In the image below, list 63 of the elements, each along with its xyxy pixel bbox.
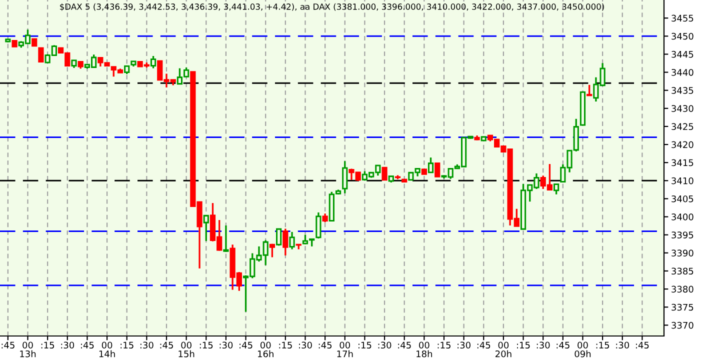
candlestick bbox=[5, 38, 11, 42]
chart-title: $DAX 5 (3,436.39, 3,442.53, 3,436.39, 3,441.03, +4.42), aa DAX (3381.000, 3396.000, 3410.000, 3422.000, 3437.000, 3450.000) bbox=[60, 3, 604, 11]
y-tick-label: 3380 bbox=[672, 286, 694, 293]
candlestick bbox=[434, 162, 440, 178]
x-tick-label: 00 18h bbox=[416, 342, 432, 358]
x-tick-label: :45 bbox=[398, 342, 411, 349]
y-tick-label: 3425 bbox=[672, 123, 694, 130]
x-tick-label: :30 bbox=[616, 342, 630, 349]
y-tick-label: 3435 bbox=[672, 87, 694, 94]
x-tick-label: 00 09h bbox=[574, 342, 591, 358]
y-tick-label: 3395 bbox=[672, 232, 694, 238]
y-tick-label: 3430 bbox=[672, 105, 694, 112]
y-tick-label: 3420 bbox=[672, 141, 694, 148]
y-tick-label: 3415 bbox=[672, 159, 694, 166]
candlestick bbox=[282, 228, 288, 256]
y-tick-label: 3385 bbox=[672, 268, 694, 275]
x-tick-label: :45 bbox=[81, 342, 94, 349]
candlestick bbox=[480, 136, 486, 142]
x-tick-label: :45 bbox=[477, 342, 490, 349]
y-tick-label: 3410 bbox=[672, 177, 694, 184]
x-tick-label: :15 bbox=[279, 342, 292, 349]
candlestick bbox=[289, 231, 295, 250]
candlestick bbox=[12, 40, 18, 48]
x-tick-label: :45 bbox=[318, 342, 332, 349]
x-tick-label: 00 14h bbox=[99, 342, 115, 358]
y-tick-label: 3455 bbox=[672, 14, 694, 22]
x-tick-label: :15 bbox=[596, 342, 610, 349]
candlestick bbox=[223, 224, 229, 252]
x-tick-label: :30 bbox=[61, 342, 74, 349]
x-tick-label: 00 17h bbox=[337, 342, 353, 358]
x-tick-label: :15 bbox=[438, 342, 450, 349]
candlestick bbox=[342, 160, 348, 194]
y-tick-label: 3390 bbox=[672, 250, 694, 256]
x-tick-label: :15 bbox=[41, 342, 54, 349]
x-tick-label: :30 bbox=[536, 342, 550, 349]
candlestick bbox=[316, 212, 322, 240]
x-tick-label: :45 bbox=[160, 342, 173, 349]
y-tick-label: 3445 bbox=[672, 50, 694, 58]
x-tick-label: :30 bbox=[458, 342, 470, 349]
x-tick-label: :30 bbox=[378, 342, 392, 349]
y-tick-label: 3405 bbox=[672, 195, 694, 202]
x-tick-label: :15 bbox=[120, 342, 134, 349]
x-tick-label: :15 bbox=[358, 342, 372, 349]
x-tick-label: 00 20h bbox=[496, 342, 512, 358]
x-tick-label: :45 bbox=[240, 342, 252, 349]
y-tick-label: 3440 bbox=[672, 68, 694, 76]
x-tick-label: 00 13h bbox=[20, 342, 36, 358]
x-tick-label: :45 bbox=[636, 342, 649, 349]
x-tick-label: 00 15h bbox=[178, 342, 194, 358]
x-tick-label: 00 16h bbox=[258, 342, 274, 358]
candlestick bbox=[322, 212, 328, 224]
x-tick-label: :30 bbox=[299, 342, 312, 349]
y-tick-label: 3370 bbox=[672, 322, 694, 329]
y-tick-label: 3450 bbox=[672, 32, 694, 40]
x-tick-label: :30 bbox=[220, 342, 233, 349]
y-tick-label: 3375 bbox=[672, 304, 694, 311]
x-tick-label: :15 bbox=[517, 342, 530, 349]
y-tick-label: 3400 bbox=[672, 214, 694, 220]
x-tick-label: :30 bbox=[140, 342, 154, 349]
x-tick-label: :45 bbox=[556, 342, 570, 349]
candlestick bbox=[71, 60, 77, 69]
x-tick-label: :15 bbox=[200, 342, 213, 349]
x-tick-label: :45 bbox=[2, 342, 14, 349]
